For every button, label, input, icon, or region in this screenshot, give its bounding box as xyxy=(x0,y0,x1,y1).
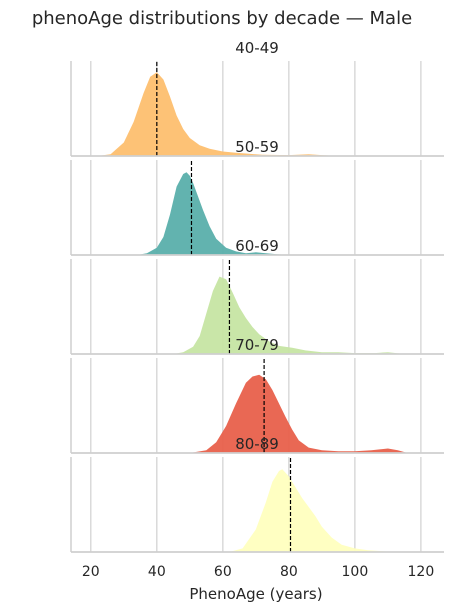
facet-label-80-89: 80-89 xyxy=(235,435,279,453)
x-axis-ticks: 20 40 60 80 100 120 xyxy=(82,564,434,580)
x-tick-label: 20 xyxy=(82,564,100,580)
x-tick-label: 60 xyxy=(214,564,232,580)
x-axis-label: PhenoAge (years) xyxy=(189,585,322,603)
x-tick-label: 120 xyxy=(408,564,435,580)
density-area-60-69 xyxy=(173,276,405,354)
x-tick-label: 80 xyxy=(280,564,298,580)
facet-panel-70-79: 70-79 xyxy=(70,336,444,454)
facet-panel-80-89: 80-89 xyxy=(70,435,444,553)
facet-label-70-79: 70-79 xyxy=(235,336,279,354)
facet-panel-50-59: 50-59 xyxy=(70,138,444,256)
facet-label-50-59: 50-59 xyxy=(235,138,279,156)
facet-panel-60-69: 60-69 xyxy=(70,237,444,355)
density-area-50-59 xyxy=(137,172,289,255)
facet-label-40-49: 40-49 xyxy=(235,39,279,57)
x-tick-label: 40 xyxy=(148,564,166,580)
density-area-70-79 xyxy=(189,374,408,453)
chart-title: phenoAge distributions by decade — Male xyxy=(32,8,412,29)
facet-panels: 40-49 50-59 60-69 70-79 80-89 xyxy=(70,39,444,553)
density-area-80-89 xyxy=(229,469,395,552)
density-area-40-49 xyxy=(97,72,339,156)
x-tick-label: 100 xyxy=(342,564,369,580)
facet-label-60-69: 60-69 xyxy=(235,237,279,255)
facet-panel-40-49: 40-49 xyxy=(70,39,444,157)
